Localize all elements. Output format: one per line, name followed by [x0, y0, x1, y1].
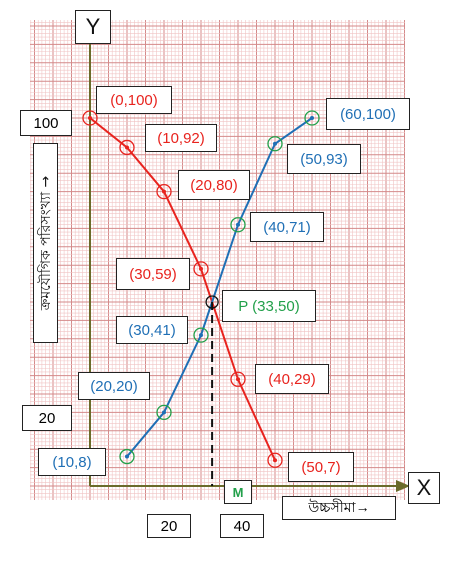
- x-tick-label-20: 20: [147, 514, 191, 538]
- point-ring-1-4: [267, 136, 283, 152]
- y-axis-label: ক্রমযৌগিক পরিসংখ্যা →: [37, 175, 54, 311]
- point-label-red-0: (0,100): [96, 86, 172, 114]
- point-label-blue-5: (60,100): [326, 98, 410, 130]
- point-ring-1-0: [119, 448, 135, 465]
- median-label: M: [224, 480, 252, 504]
- point-label-blue-4: (50,93): [287, 144, 361, 174]
- point-label-red-1: (10,92): [145, 124, 217, 152]
- x-axis-letter: X: [408, 472, 440, 504]
- intersection-ring: [205, 295, 219, 309]
- intersection-label: P (33,50): [222, 290, 316, 322]
- point-label-red-4: (40,29): [255, 364, 329, 394]
- x-tick-label-40: 40: [220, 514, 264, 538]
- point-ring-0-3: [193, 261, 209, 277]
- point-dot-0-3: [199, 266, 203, 271]
- point-dot-0-5: [273, 458, 277, 463]
- point-dot-1-2: [199, 333, 203, 338]
- grid: [30, 20, 405, 500]
- series-line-0: [89, 117, 276, 461]
- point-label-red-5: (50,7): [288, 452, 354, 482]
- point-ring-1-2: [193, 327, 209, 343]
- point-ring-1-5: [304, 110, 320, 126]
- point-label-blue-2: (30,41): [116, 316, 188, 344]
- x-axis-arrow: [396, 480, 410, 492]
- point-dot-0-2: [162, 189, 166, 194]
- point-ring-0-4: [230, 371, 246, 387]
- y-axis-letter: Y: [75, 10, 111, 44]
- point-label-blue-0: (10,8): [38, 448, 106, 476]
- point-ring-1-1: [156, 404, 172, 421]
- point-ring-0-5: [267, 452, 283, 468]
- point-dot-1-5: [310, 116, 314, 120]
- point-ring-0-1: [119, 139, 135, 156]
- point-dot-0-0: [88, 116, 92, 120]
- point-label-blue-1: (20,20): [78, 372, 150, 400]
- point-dot-1-4: [273, 141, 277, 146]
- x-axis-label: উচ্চসীমা→: [282, 496, 396, 520]
- point-dot-1-1: [162, 410, 166, 415]
- point-ring-1-3: [230, 217, 246, 233]
- point-dot-1-0: [125, 454, 129, 459]
- series-markers: [82, 110, 320, 486]
- point-ring-0-2: [156, 183, 172, 200]
- point-label-red-2: (20,80): [178, 170, 250, 200]
- y-tick-label-20: 20: [22, 405, 72, 431]
- y-axis-label-box: ক্রমযৌগিক পরিসংখ্যা →: [33, 143, 58, 343]
- point-dot-0-1: [125, 145, 129, 150]
- point-label-red-3: (30,59): [116, 258, 190, 290]
- point-dot-0-4: [236, 377, 240, 382]
- y-tick-label-100: 100: [20, 110, 72, 136]
- point-ring-0-0: [82, 110, 98, 126]
- point-label-blue-3: (40,71): [250, 212, 324, 242]
- point-dot-1-3: [236, 222, 240, 227]
